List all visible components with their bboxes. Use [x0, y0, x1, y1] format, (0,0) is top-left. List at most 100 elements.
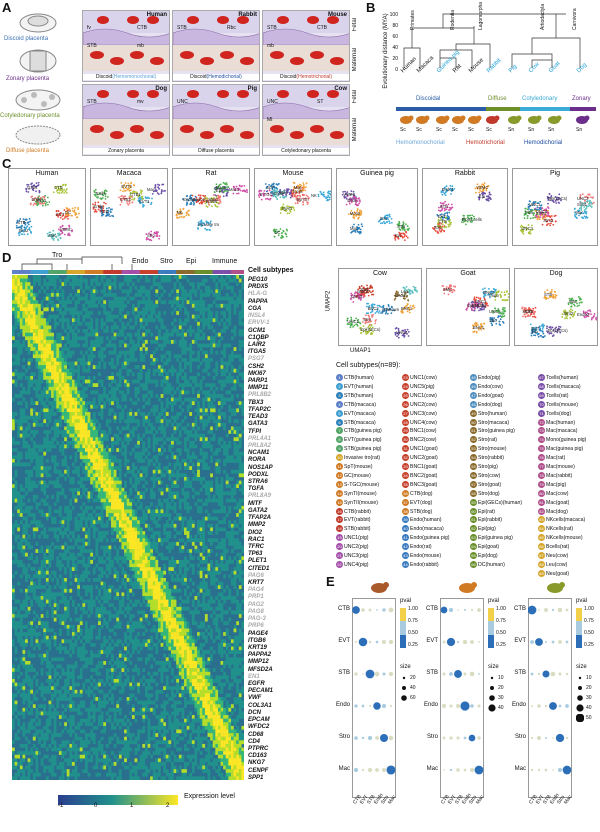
cell-subtype-item: 77 Mac(mouse) — [538, 463, 575, 470]
cell-subtype-item: 56 Stro(cow) — [470, 471, 500, 479]
umap-cluster-label: Stro — [433, 225, 442, 231]
size-legend-dot — [402, 676, 406, 680]
dotplot-dot — [542, 670, 550, 678]
gene-labels: PEG10 PRDX5 HLA-G PAPPA CGA INSL4 ERVV-1 GCM1 C1… — [248, 277, 308, 782]
dotplot-dot — [456, 768, 460, 772]
umap-title: Macaca — [116, 170, 142, 177]
umap-cluster-label: DC — [65, 209, 72, 215]
cell-subtype-number: 45 — [470, 374, 477, 381]
umap-plot: Macaca Endo EVT2 EVT1 Mac Tcells Stro STB CTB1 CT… — [90, 168, 168, 246]
gene-label: PARP1 — [248, 378, 268, 384]
card-caption-main: Cotyledonary placenta — [281, 148, 331, 154]
umap-cluster-label: BNC2 — [483, 289, 495, 295]
umap-cluster-label: Mac1 — [229, 186, 240, 192]
umap-cluster-label: BNC3 — [475, 299, 487, 305]
cell-subtype-label: Endo(dog) — [478, 401, 503, 408]
dotplot-dot — [470, 640, 474, 644]
dotplot-dot — [375, 768, 379, 772]
discoid-embryo-icon — [19, 13, 57, 33]
umap-cluster-label: VSMC — [476, 185, 489, 191]
panel-a: Discoid placenta Zonary placenta Cotyled… — [0, 10, 365, 158]
umap-cluster-label: UNC2 — [489, 309, 501, 315]
pval-legend-tick: 0.50 — [496, 630, 506, 636]
cell-subtype-item: 67 Tcells(human) — [538, 374, 578, 381]
cell-subtype-number: 73 — [538, 427, 545, 435]
cell-subtype-label: UNC3(pig) — [344, 552, 369, 559]
animal-icon — [436, 115, 450, 124]
cell-subtype-number: 82 — [538, 507, 545, 515]
cell-subtype-label: Tcells(mouse) — [546, 401, 578, 408]
umap-cluster-label: Epi(LECs) — [548, 195, 568, 201]
gene-label: TEAD3 — [248, 414, 268, 421]
dotplot-dot — [440, 606, 448, 614]
umap-scatter — [519, 192, 595, 235]
umap-cluster-label: CTB1 — [129, 192, 141, 198]
dotplot-dot — [448, 607, 454, 613]
panel-b-letter: B — [366, 0, 376, 15]
umap-cluster-label: SPP1 — [536, 211, 547, 217]
cell-subtype-item: 39 Endo(human) — [402, 516, 441, 524]
cell-subtype-label: Mac(goat) — [546, 499, 570, 506]
cell-subtype-item: 59 Epi(GECs)(human) — [470, 498, 522, 506]
cell-subtype-number: 22 — [336, 560, 343, 568]
gene-label: COL3A1 — [248, 702, 272, 709]
animal-icon — [459, 582, 477, 593]
dotplot-dot — [552, 769, 554, 771]
cell-subtype-item: 55 Stro(pig) — [470, 463, 498, 470]
cell-subtype-number: 69 — [538, 391, 545, 399]
animal-icon — [528, 115, 542, 124]
dotplot-row-label: CTB — [338, 606, 350, 612]
placenta-card: Human fv CTB STB mb Discoid(Hemomonochorial) — [82, 10, 170, 82]
dotplot-dot — [565, 704, 569, 708]
umap-cluster-label: S-TGC — [259, 192, 273, 198]
cell-subtype-item: 15 SynTII(mouse) — [336, 498, 378, 506]
cell-subtype-item: 27 UNC3(cow) — [402, 409, 437, 417]
panel-c-letter: C — [2, 156, 12, 171]
gene-label: NOS1AP — [248, 464, 273, 471]
cell-subtype-number: 23 — [402, 374, 409, 381]
cell-subtype-item: 65 Epi(dog) — [470, 552, 498, 559]
dotplot-dot — [368, 640, 372, 644]
heatmap-group-label: Tro — [52, 252, 63, 259]
animal-icon — [508, 115, 522, 124]
dotplot-dot — [389, 704, 393, 708]
cell-subtype-number: 16 — [336, 507, 343, 515]
animal-icon — [400, 115, 414, 124]
dotplot-dot — [456, 704, 460, 708]
umap-cluster-label: Mes — [279, 190, 288, 196]
cell-subtype-label: Mac(mouse) — [546, 463, 575, 470]
cell-subtype-label: Tcells(human) — [546, 374, 579, 381]
card-caption-main: Discoid — [190, 74, 207, 80]
cell-subtype-item: 89 Neu(goat) — [538, 569, 569, 577]
pval-legend-tick: 0.25 — [584, 642, 594, 648]
cell-subtype-label: Endo(guinea pig) — [410, 535, 450, 542]
umap-cluster-label: Bcells — [205, 198, 217, 204]
dotplot-dot — [552, 737, 554, 739]
cell-subtype-number: 19 — [336, 534, 343, 542]
dotplot-dot — [544, 736, 548, 740]
zonary-embryo-icon — [19, 49, 57, 73]
gene-label: PEG10 — [248, 277, 268, 283]
pval-legend-tick: 1.00 — [584, 606, 594, 612]
cell-subtype-item: 8 EVT(guinea pig) — [336, 436, 382, 444]
dotplot-dot — [368, 704, 372, 708]
umap-cluster-label: Fibs — [525, 210, 534, 216]
umap-cluster-label: SMC — [442, 286, 453, 292]
umap-cluster-label: UNC3 — [521, 226, 533, 232]
card-structure-label: ST — [317, 99, 324, 105]
cell-subtype-item: 10 Invasive tro(rat) — [336, 454, 380, 462]
umap-cluster-label: Stro2 — [543, 217, 554, 223]
cell-subtype-number: 35 — [402, 480, 409, 488]
cell-subtype-number: 60 — [470, 507, 477, 515]
card-structure-label: STB — [267, 25, 277, 31]
umap-cluster-label: Epi — [215, 188, 222, 194]
gene-label: PLET1 — [248, 558, 267, 565]
size-legend-tick: 40 — [410, 685, 416, 691]
cell-subtypes-list-title: Cell subtypes(n=89): — [336, 362, 401, 369]
animal-tag: Sc — [416, 127, 422, 133]
placenta-type-label: Diffuse placenta — [6, 148, 49, 154]
card-structure-label: mb — [137, 43, 144, 49]
umap-title: Mouse — [282, 170, 304, 177]
cell-subtype-number: 65 — [470, 552, 477, 559]
card-caption-main: Zonary placenta — [108, 148, 144, 154]
